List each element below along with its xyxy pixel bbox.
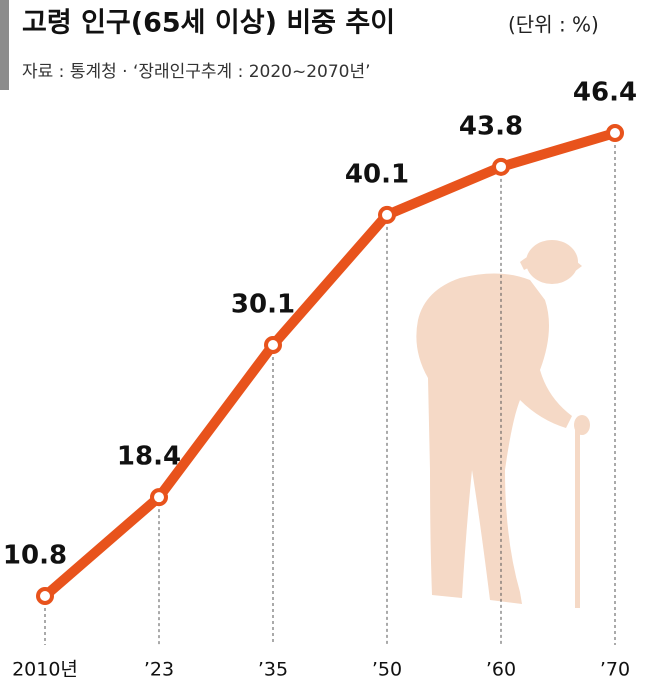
data-point xyxy=(606,124,624,142)
chart-title: 고령 인구(65세 이상) 비중 추이 xyxy=(22,8,395,39)
data-point xyxy=(492,157,510,176)
data-label: 43.8 xyxy=(459,111,523,141)
data-point xyxy=(264,335,282,354)
x-tick-label: ’35 xyxy=(258,659,288,681)
x-tick-label: ’70 xyxy=(600,659,630,681)
chart-subtitle: 자료 : 통계청 · ‘장래인구추계 : 2020~2070년’ xyxy=(22,62,371,82)
x-tick-label: ’50 xyxy=(372,659,402,681)
x-tick-label: 2010년 xyxy=(12,659,78,681)
x-tick-label: ’23 xyxy=(144,659,174,681)
data-label: 30.1 xyxy=(231,289,295,319)
header-bar xyxy=(0,0,9,90)
data-label: 46.4 xyxy=(573,78,637,108)
data-point xyxy=(150,488,168,507)
elderly-silhouette xyxy=(416,240,590,608)
data-label: 10.8 xyxy=(3,541,67,571)
data-point xyxy=(378,205,396,224)
data-label: 40.1 xyxy=(345,159,409,189)
x-tick-label: ’60 xyxy=(486,659,516,681)
data-label: 18.4 xyxy=(117,442,181,472)
unit-label: (단위 : %) xyxy=(508,13,599,37)
data-line xyxy=(41,128,617,600)
data-point xyxy=(36,587,54,605)
